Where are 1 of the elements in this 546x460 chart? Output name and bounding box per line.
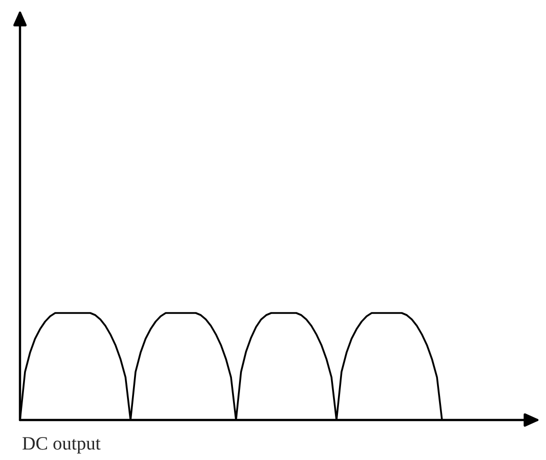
text: DC output	[22, 437, 101, 454]
